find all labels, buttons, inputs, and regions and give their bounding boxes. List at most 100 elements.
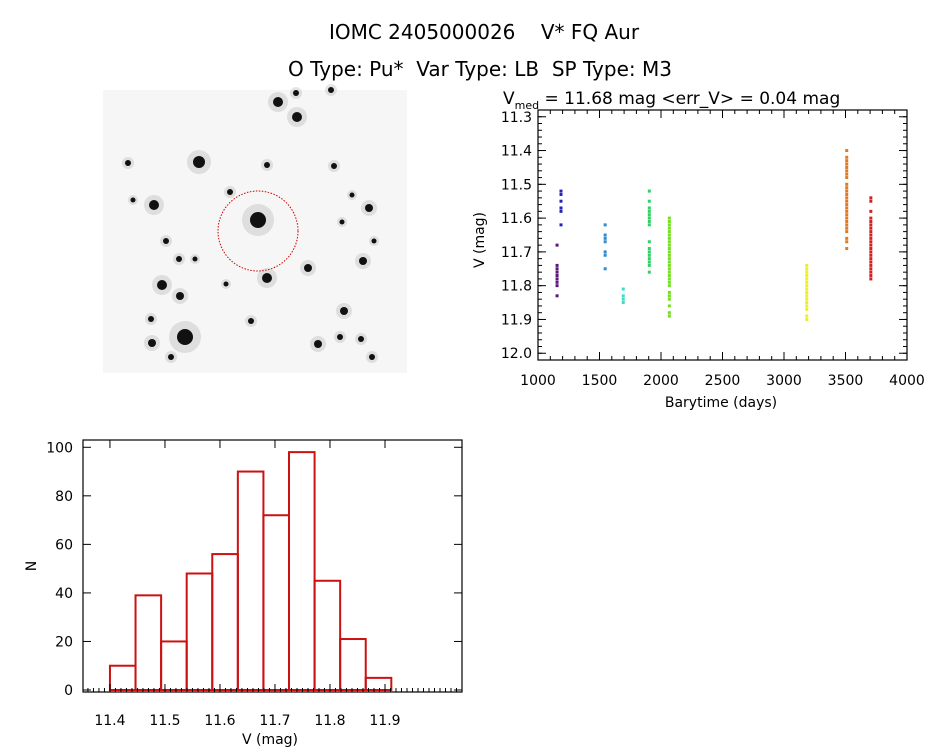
lc-data-point	[647, 240, 651, 244]
lc-data-point	[555, 277, 559, 281]
star	[314, 340, 322, 348]
lc-data-point	[559, 199, 563, 203]
lc-data-point	[647, 247, 651, 251]
star	[331, 163, 337, 169]
star	[292, 112, 302, 122]
lc-data-point	[559, 209, 563, 213]
lc-data-point	[845, 236, 849, 240]
lc-data-point	[647, 263, 651, 267]
hist-ytick-label: 40	[55, 586, 73, 602]
lc-data-point	[555, 274, 559, 278]
lc-data-point	[869, 243, 873, 247]
lc-data-point	[845, 213, 849, 217]
lc-xtick-label: 4000	[889, 373, 925, 389]
star	[227, 189, 233, 195]
hist-xtick-label: 11.7	[259, 713, 290, 729]
lc-data-point	[805, 274, 809, 278]
star	[223, 281, 229, 287]
lc-data-point	[667, 216, 671, 220]
histogram-bar	[211, 553, 239, 692]
hist-xtick-label: 11.5	[149, 713, 180, 729]
lc-data-point	[667, 297, 671, 301]
lc-data-point	[805, 287, 809, 291]
star	[148, 316, 154, 322]
lc-data-point	[667, 240, 671, 244]
lc-data-point	[805, 270, 809, 274]
lc-data-point	[603, 253, 607, 257]
star	[369, 354, 375, 360]
lc-ytick-label: 11.8	[501, 279, 532, 295]
lc-data-point	[647, 199, 651, 203]
lc-data-point	[667, 290, 671, 294]
star	[157, 280, 167, 290]
star	[293, 90, 299, 96]
histogram-bar	[160, 640, 188, 691]
star	[176, 256, 182, 262]
star	[149, 200, 159, 210]
page-subtitle: O Type: Pu* Var Type: LB SP Type: M3	[288, 57, 672, 81]
lc-data-point	[805, 314, 809, 318]
lc-data-point	[869, 277, 873, 281]
lc-data-point	[555, 280, 559, 284]
star	[125, 160, 131, 166]
lc-data-point	[667, 230, 671, 234]
star	[371, 238, 377, 244]
lc-xtick-label: 2000	[643, 373, 679, 389]
lc-data-point	[667, 270, 671, 274]
star	[177, 329, 193, 345]
lc-data-point	[667, 233, 671, 237]
lc-data-point	[845, 192, 849, 196]
lc-data-point	[603, 236, 607, 240]
lc-data-point	[869, 274, 873, 278]
lc-data-point	[869, 253, 873, 257]
lc-data-point	[647, 223, 651, 227]
hist-ylabel: N	[24, 561, 40, 571]
lc-xtick-label: 3000	[766, 373, 802, 389]
lc-data-point	[667, 219, 671, 223]
hist-plot-frame	[82, 439, 463, 693]
lc-data-point	[869, 199, 873, 203]
lc-data-point	[845, 209, 849, 213]
lc-data-point	[805, 317, 809, 321]
lc-data-point	[805, 277, 809, 281]
lc-data-point	[869, 236, 873, 240]
hist-xtick-label: 11.8	[314, 713, 345, 729]
lc-data-point	[845, 230, 849, 234]
lc-data-point	[667, 277, 671, 281]
lc-data-point	[647, 206, 651, 210]
lc-data-point	[647, 253, 651, 257]
lc-data-point	[805, 290, 809, 294]
lc-data-point	[845, 206, 849, 210]
lc-xlabel: Barytime (days)	[665, 395, 777, 411]
lc-data-point	[845, 216, 849, 220]
lc-data-point	[845, 159, 849, 163]
lc-data-point	[869, 230, 873, 234]
lc-data-point	[869, 250, 873, 254]
lc-data-point	[805, 307, 809, 311]
lc-data-point	[603, 233, 607, 237]
lc-data-point	[869, 270, 873, 274]
star	[365, 204, 373, 212]
histogram-bar	[134, 594, 163, 691]
lc-data-point	[667, 250, 671, 254]
lc-data-point	[869, 263, 873, 267]
hist-xtick-label: 11.6	[204, 713, 235, 729]
lc-data-point	[667, 226, 671, 230]
lc-data-point	[845, 186, 849, 190]
lc-data-point	[647, 257, 651, 261]
lc-data-point	[621, 287, 625, 291]
star	[273, 97, 283, 107]
lc-data-point	[647, 216, 651, 220]
lc-data-point	[555, 243, 559, 247]
histogram-bar	[262, 514, 291, 692]
lc-data-point	[805, 280, 809, 284]
lc-ytick-label: 11.9	[501, 312, 532, 328]
star-field-image	[103, 84, 407, 373]
lc-data-point	[869, 216, 873, 220]
lc-data-point	[667, 274, 671, 278]
lc-data-point	[667, 253, 671, 257]
lc-data-point	[845, 203, 849, 207]
star	[359, 257, 367, 265]
lc-data-point	[555, 284, 559, 288]
